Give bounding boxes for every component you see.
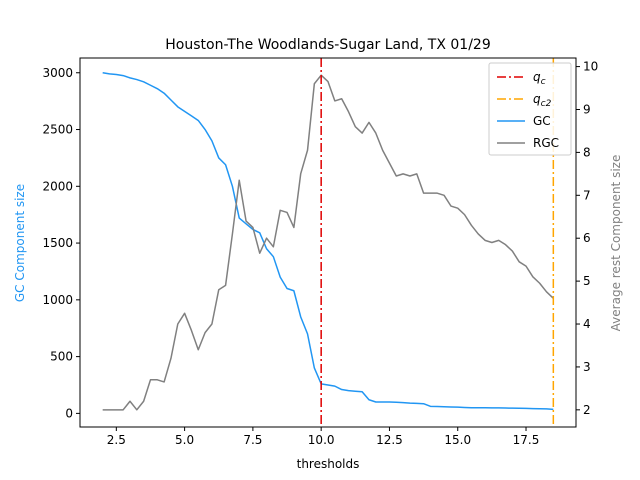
x-tick-label: 17.5 xyxy=(513,433,540,447)
legend-label-qc2: qc2 xyxy=(533,92,552,109)
legend-box xyxy=(488,62,572,156)
x-axis-label: thresholds xyxy=(297,457,360,471)
y-left-tick-label: 3000 xyxy=(42,66,73,80)
x-tick-label: 12.5 xyxy=(376,433,403,447)
y-right-tick-label: 6 xyxy=(583,231,591,245)
x-tick-label: 7.5 xyxy=(243,433,262,447)
x-tick-label: 2.5 xyxy=(107,433,126,447)
legend-label-rgc: RGC xyxy=(533,136,559,150)
y-left-tick-label: 2500 xyxy=(42,123,73,137)
legend-label-gc: GC xyxy=(533,114,551,128)
plot-area xyxy=(102,58,555,427)
y-left-tick-label: 2000 xyxy=(42,179,73,193)
y-right-tick-label: 10 xyxy=(583,60,598,74)
y-right-tick-label: 9 xyxy=(583,102,591,116)
y-right-tick-label: 8 xyxy=(583,145,591,159)
axes: 2.5 5.0 7.5 10.0 12.5 15.0 17.5 0 500 1000 1500 200… xyxy=(42,57,598,447)
y-left-tick-label: 1000 xyxy=(42,293,73,307)
series-line-gc xyxy=(102,72,554,411)
y-right-tick-label: 7 xyxy=(583,188,591,202)
y-left-tick-label: 0 xyxy=(65,406,73,420)
y-right-tick-label: 4 xyxy=(583,317,591,331)
chart-title: Houston-The Woodlands-Sugar Land, TX 01/… xyxy=(165,37,490,53)
y-axis-left-label: GC Component size xyxy=(13,184,27,302)
y-right-tick-label: 5 xyxy=(583,274,591,288)
y-right-tick-label: 2 xyxy=(583,403,591,417)
series-line-rgc xyxy=(102,74,554,411)
legend-label-qc: qc xyxy=(533,70,546,87)
y-left-tick-label: 1500 xyxy=(42,236,73,250)
x-tick-label: 15.0 xyxy=(444,433,471,447)
plot-frame xyxy=(79,57,577,428)
y-right-tick-label: 3 xyxy=(583,360,591,374)
x-tick-label: 5.0 xyxy=(175,433,194,447)
legend: qc qc2 GC RGC xyxy=(488,62,572,156)
x-tick-label: 10.0 xyxy=(308,433,335,447)
y-axis-right-label: Average rest Component size xyxy=(609,155,623,332)
y-left-tick-label: 500 xyxy=(50,350,73,364)
